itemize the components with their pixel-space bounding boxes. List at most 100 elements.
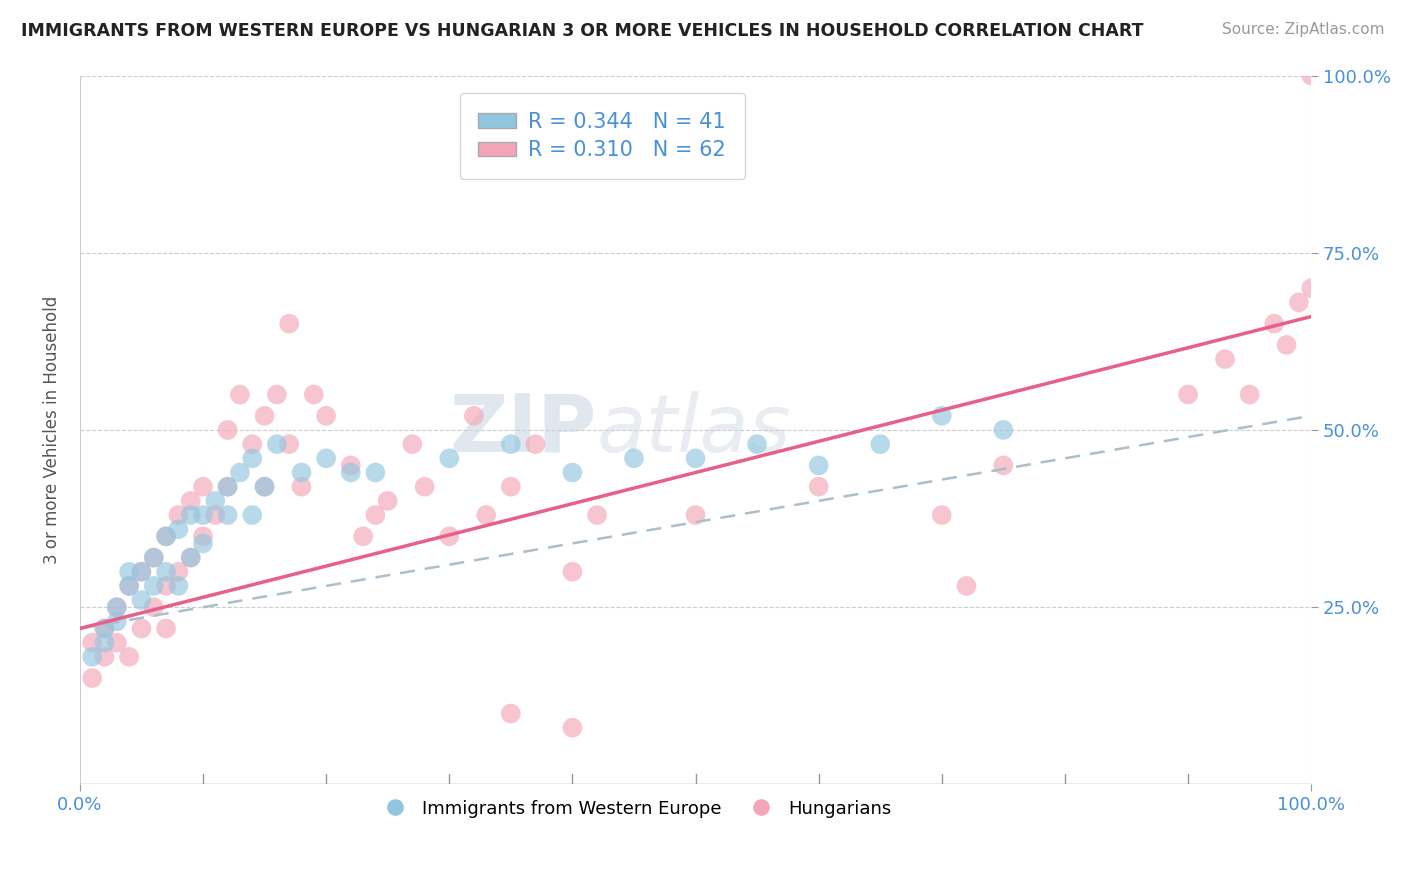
Point bbox=[869, 437, 891, 451]
Legend: Immigrants from Western Europe, Hungarians: Immigrants from Western Europe, Hungaria… bbox=[370, 793, 898, 825]
Point bbox=[167, 565, 190, 579]
Point bbox=[685, 508, 707, 522]
Point bbox=[93, 622, 115, 636]
Point bbox=[339, 458, 361, 473]
Point bbox=[475, 508, 498, 522]
Point bbox=[142, 600, 165, 615]
Point bbox=[142, 550, 165, 565]
Point bbox=[93, 622, 115, 636]
Point bbox=[413, 480, 436, 494]
Point bbox=[217, 480, 239, 494]
Point bbox=[1213, 352, 1236, 367]
Point bbox=[204, 508, 226, 522]
Point bbox=[131, 593, 153, 607]
Point bbox=[131, 622, 153, 636]
Point bbox=[931, 508, 953, 522]
Point bbox=[180, 494, 202, 508]
Point bbox=[377, 494, 399, 508]
Point bbox=[807, 458, 830, 473]
Point bbox=[191, 529, 214, 543]
Point bbox=[352, 529, 374, 543]
Point bbox=[439, 451, 461, 466]
Point bbox=[278, 317, 301, 331]
Point bbox=[167, 579, 190, 593]
Point bbox=[1288, 295, 1310, 310]
Point bbox=[315, 451, 337, 466]
Point bbox=[993, 423, 1015, 437]
Point bbox=[191, 536, 214, 550]
Point bbox=[266, 437, 288, 451]
Point bbox=[745, 437, 768, 451]
Point bbox=[586, 508, 609, 522]
Point bbox=[524, 437, 547, 451]
Point bbox=[439, 529, 461, 543]
Point bbox=[1301, 281, 1323, 295]
Point bbox=[155, 622, 177, 636]
Point bbox=[499, 480, 522, 494]
Point bbox=[204, 494, 226, 508]
Point bbox=[155, 579, 177, 593]
Point bbox=[118, 579, 141, 593]
Point bbox=[339, 466, 361, 480]
Point bbox=[240, 451, 263, 466]
Point bbox=[561, 721, 583, 735]
Point bbox=[240, 437, 263, 451]
Point bbox=[217, 423, 239, 437]
Point bbox=[401, 437, 423, 451]
Point bbox=[180, 508, 202, 522]
Point bbox=[93, 635, 115, 649]
Point bbox=[315, 409, 337, 423]
Point bbox=[1301, 69, 1323, 83]
Point bbox=[180, 550, 202, 565]
Point bbox=[105, 600, 128, 615]
Point bbox=[155, 529, 177, 543]
Text: Source: ZipAtlas.com: Source: ZipAtlas.com bbox=[1222, 22, 1385, 37]
Point bbox=[155, 529, 177, 543]
Point bbox=[685, 451, 707, 466]
Point bbox=[364, 508, 387, 522]
Point bbox=[131, 565, 153, 579]
Point bbox=[142, 550, 165, 565]
Point bbox=[1239, 387, 1261, 401]
Point bbox=[191, 508, 214, 522]
Point bbox=[499, 706, 522, 721]
Point bbox=[561, 466, 583, 480]
Point bbox=[142, 579, 165, 593]
Point bbox=[266, 387, 288, 401]
Point bbox=[118, 579, 141, 593]
Point bbox=[118, 649, 141, 664]
Point bbox=[240, 508, 263, 522]
Point bbox=[463, 409, 485, 423]
Point bbox=[229, 387, 252, 401]
Point bbox=[167, 522, 190, 536]
Point bbox=[167, 508, 190, 522]
Point bbox=[499, 437, 522, 451]
Point bbox=[253, 409, 276, 423]
Point bbox=[807, 480, 830, 494]
Point bbox=[1275, 338, 1298, 352]
Point bbox=[155, 565, 177, 579]
Point bbox=[253, 480, 276, 494]
Point bbox=[93, 649, 115, 664]
Point bbox=[82, 671, 104, 685]
Point bbox=[105, 635, 128, 649]
Point bbox=[993, 458, 1015, 473]
Point bbox=[217, 508, 239, 522]
Point bbox=[105, 615, 128, 629]
Point bbox=[278, 437, 301, 451]
Text: IMMIGRANTS FROM WESTERN EUROPE VS HUNGARIAN 3 OR MORE VEHICLES IN HOUSEHOLD CORR: IMMIGRANTS FROM WESTERN EUROPE VS HUNGAR… bbox=[21, 22, 1143, 40]
Text: atlas: atlas bbox=[598, 391, 792, 469]
Point bbox=[623, 451, 645, 466]
Point bbox=[1263, 317, 1285, 331]
Point bbox=[302, 387, 325, 401]
Point bbox=[191, 480, 214, 494]
Point bbox=[229, 466, 252, 480]
Point bbox=[290, 480, 312, 494]
Point bbox=[1177, 387, 1199, 401]
Point bbox=[82, 649, 104, 664]
Point bbox=[364, 466, 387, 480]
Y-axis label: 3 or more Vehicles in Household: 3 or more Vehicles in Household bbox=[44, 296, 60, 564]
Point bbox=[105, 600, 128, 615]
Point bbox=[82, 635, 104, 649]
Text: ZIP: ZIP bbox=[450, 391, 598, 469]
